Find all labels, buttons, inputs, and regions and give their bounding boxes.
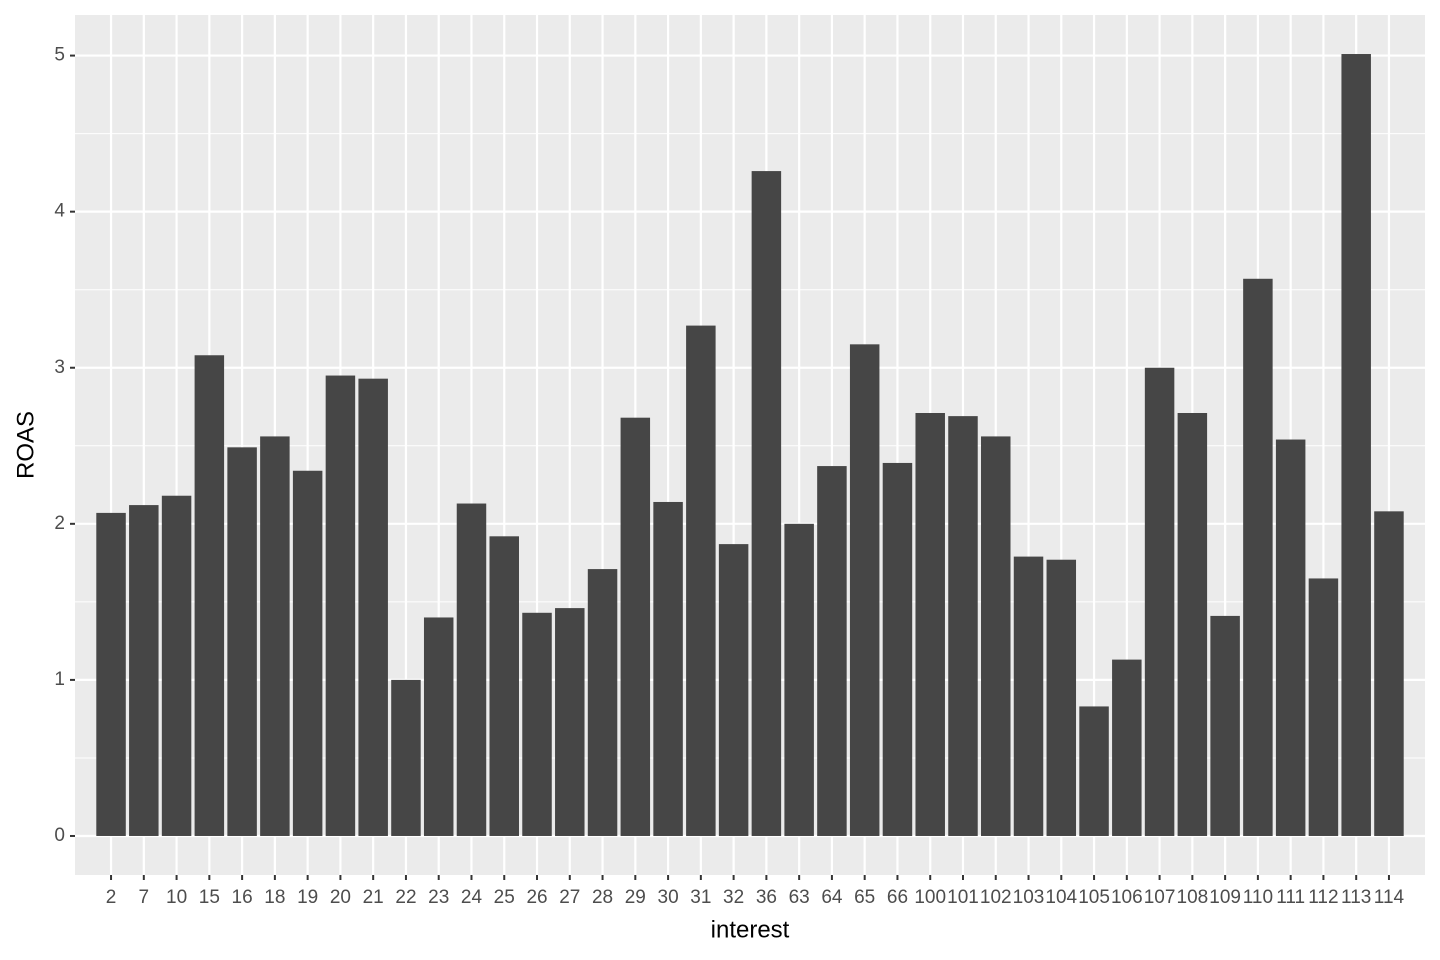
- bar: [1275, 439, 1306, 836]
- x-tick-label: 22: [395, 887, 416, 908]
- bar: [1308, 578, 1339, 836]
- bar: [1079, 706, 1109, 836]
- x-tick-label: 105: [1078, 887, 1110, 908]
- bar: [555, 608, 585, 836]
- y-tick-label: 4: [54, 201, 65, 222]
- bar: [784, 523, 814, 836]
- bar: [849, 344, 880, 836]
- bar: [1013, 556, 1044, 836]
- x-tick-label: 26: [526, 887, 547, 908]
- x-tick-label: 110: [1243, 887, 1273, 908]
- bar: [391, 679, 421, 836]
- bar: [817, 466, 847, 836]
- bar: [161, 495, 192, 836]
- x-tick-label: 109: [1209, 887, 1241, 908]
- x-tick-label: 65: [854, 887, 875, 908]
- bar: [489, 536, 519, 836]
- bar: [1144, 367, 1175, 836]
- x-tick-label: 114: [1374, 887, 1405, 908]
- bar: [325, 375, 356, 836]
- bar: [227, 447, 257, 836]
- x-tick-label: 106: [1111, 887, 1143, 908]
- x-tick-label: 28: [592, 887, 613, 908]
- bar: [456, 503, 487, 836]
- bar: [1112, 659, 1142, 836]
- x-tick-label: 64: [821, 887, 843, 908]
- bar: [882, 462, 913, 836]
- bar: [686, 325, 716, 836]
- x-tick-label: 104: [1045, 887, 1077, 908]
- y-axis-title: ROAS: [12, 411, 39, 479]
- bar: [1243, 278, 1273, 836]
- x-tick-label: 31: [690, 887, 711, 908]
- x-tick-label: 66: [887, 887, 908, 908]
- bar: [620, 417, 651, 836]
- x-tick-label: 112: [1308, 887, 1338, 908]
- x-tick-label: 30: [658, 887, 679, 908]
- x-tick-label: 2: [106, 887, 117, 908]
- bar: [260, 436, 290, 836]
- x-tick-label: 32: [723, 887, 744, 908]
- bar: [1374, 511, 1404, 836]
- bar: [948, 416, 978, 836]
- bar: [1046, 559, 1077, 836]
- x-tick-label: 18: [264, 887, 285, 908]
- x-tick-label: 19: [297, 887, 318, 908]
- x-tick-label: 23: [428, 887, 449, 908]
- x-tick-label: 102: [980, 887, 1012, 908]
- y-tick-label: 5: [54, 45, 65, 66]
- x-tick-label: 27: [559, 887, 580, 908]
- bar: [292, 470, 323, 836]
- x-tick-label: 10: [166, 887, 187, 908]
- x-tick-label: 108: [1177, 887, 1209, 908]
- y-tick-label: 3: [54, 357, 65, 378]
- bar: [751, 171, 782, 836]
- bar: [194, 355, 225, 836]
- x-tick-label: 7: [139, 887, 150, 908]
- y-tick-label: 2: [54, 513, 65, 534]
- bar: [129, 505, 159, 836]
- bar: [981, 436, 1011, 836]
- bar: [653, 501, 683, 836]
- x-tick-label: 113: [1341, 887, 1371, 908]
- bar: [718, 544, 749, 836]
- x-tick-label: 111: [1276, 887, 1305, 908]
- bar: [522, 612, 552, 836]
- x-tick-label: 29: [625, 887, 646, 908]
- bar: [1210, 615, 1240, 836]
- x-tick-label: 20: [330, 887, 351, 908]
- bar: [915, 413, 945, 836]
- x-tick-label: 16: [232, 887, 253, 908]
- bar: [1341, 54, 1371, 836]
- x-tick-label: 107: [1144, 887, 1176, 908]
- x-tick-label: 103: [1013, 887, 1045, 908]
- x-tick-label: 24: [461, 887, 483, 908]
- y-tick-label: 1: [54, 669, 65, 690]
- x-tick-label: 36: [756, 887, 777, 908]
- x-tick-label: 21: [363, 887, 384, 908]
- x-tick-label: 15: [199, 887, 220, 908]
- bar: [358, 378, 388, 836]
- x-tick-label: 25: [494, 887, 515, 908]
- bar: [423, 617, 454, 836]
- x-axis-title: interest: [711, 916, 790, 943]
- bar: [1177, 413, 1208, 836]
- y-tick-label: 0: [54, 825, 65, 846]
- x-tick-label: 101: [947, 887, 979, 908]
- x-tick-label: 63: [789, 887, 810, 908]
- bar: [96, 512, 126, 836]
- bar: [587, 569, 618, 836]
- x-tick-label: 100: [914, 887, 946, 908]
